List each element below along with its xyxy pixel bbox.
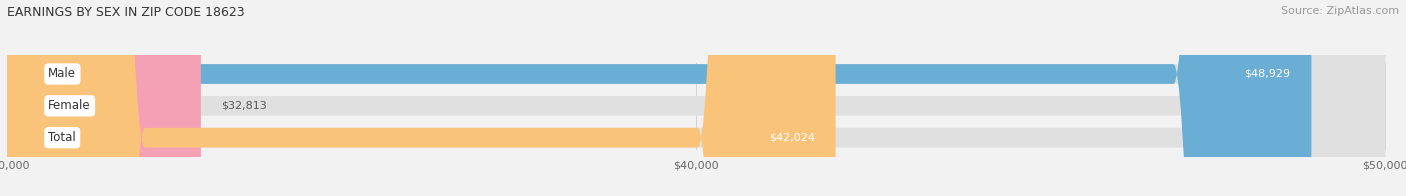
FancyBboxPatch shape (7, 0, 201, 196)
Text: Female: Female (48, 99, 91, 112)
Text: Source: ZipAtlas.com: Source: ZipAtlas.com (1281, 6, 1399, 16)
Text: $32,813: $32,813 (222, 101, 267, 111)
FancyBboxPatch shape (7, 0, 1385, 196)
Text: Male: Male (48, 67, 76, 81)
FancyBboxPatch shape (7, 0, 1385, 196)
Text: $48,929: $48,929 (1244, 69, 1291, 79)
FancyBboxPatch shape (7, 0, 835, 196)
Text: EARNINGS BY SEX IN ZIP CODE 18623: EARNINGS BY SEX IN ZIP CODE 18623 (7, 6, 245, 19)
Text: Total: Total (48, 131, 76, 144)
FancyBboxPatch shape (7, 0, 1312, 196)
Text: $42,024: $42,024 (769, 133, 815, 143)
FancyBboxPatch shape (7, 0, 1385, 196)
